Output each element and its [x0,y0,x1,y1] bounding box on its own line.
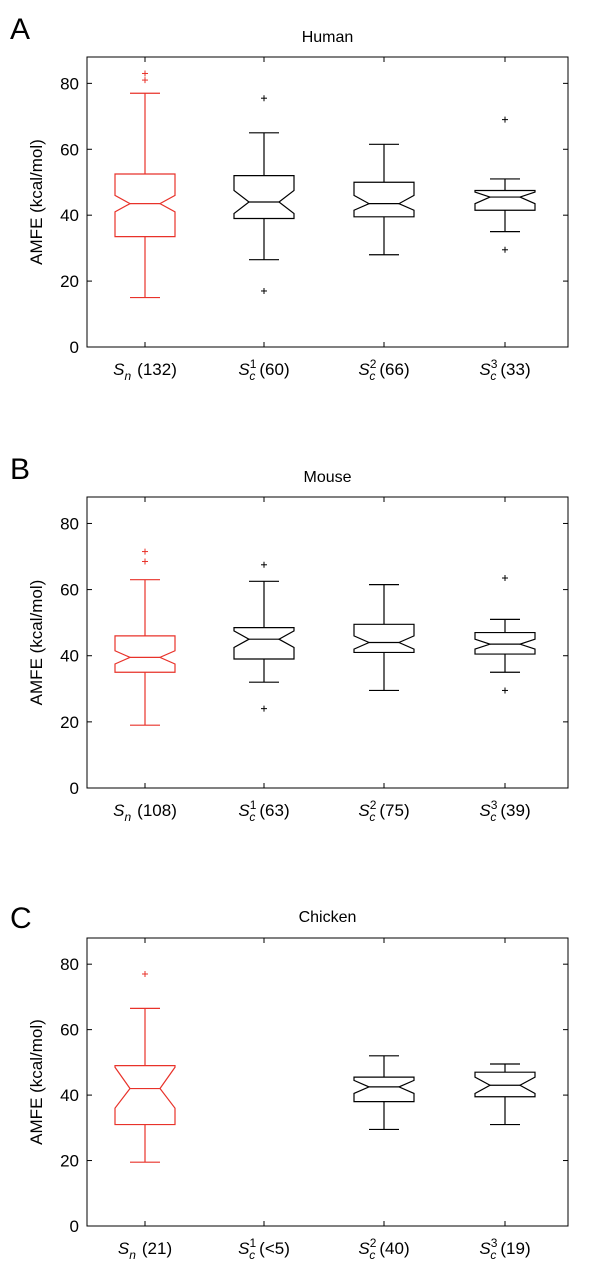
category-label: S2 c (75) [358,798,409,824]
category-subscript: c [249,810,255,824]
category-subscript: c [249,1248,255,1262]
category-superscript: 3 [491,357,498,371]
box [474,631,536,655]
panel-title: Mouse [303,469,351,486]
category-count: (132) [137,360,177,379]
category-symbol: S [358,360,370,379]
panel-letter: C [10,902,32,935]
box [474,1071,536,1098]
category-count: (60) [259,360,289,379]
y-tick-label: 40 [60,1086,79,1105]
y-axis-label: AMFE (kcal/mol) [27,1019,46,1145]
y-tick-label: 80 [60,514,79,533]
y-axis-label: AMFE (kcal/mol) [27,580,46,706]
panel-title: Human [302,29,354,46]
plot-frame [86,56,569,348]
category-superscript: 1 [249,1236,256,1250]
category-label: S3 c (33) [479,357,530,383]
category-superscript: 1 [250,798,257,812]
box [353,623,415,654]
category-count: (<5) [259,1239,290,1258]
category-superscript: 2 [370,357,377,371]
category-superscript: 1 [250,357,257,371]
category-label: S3 c (19) [479,1236,530,1262]
category-count: (19) [500,1239,530,1258]
category-symbol: S [358,801,370,820]
category-symbol: S [479,1239,491,1258]
y-tick-label: 0 [70,779,79,798]
y-axis-label: AMFE (kcal/mol) [27,139,46,265]
y-tick-label: 80 [60,955,79,974]
panel-title: Chicken [299,909,357,926]
plot-frame [86,496,569,789]
category-subscript: c [490,1248,496,1262]
y-tick-label: 80 [60,74,79,93]
category-subscript: c [490,810,496,824]
category-label: S3 c (39) [479,798,530,824]
category-symbol: S [238,360,250,379]
category-superscript: 2 [370,798,377,812]
category-label: Sn (108) [113,801,177,824]
y-tick-label: 60 [60,581,79,600]
y-tick-label: 40 [60,647,79,666]
box [233,175,295,220]
category-label: S1 c (60) [238,357,289,383]
category-count: (66) [379,360,409,379]
category-subscript: c [369,810,375,824]
y-tick-label: 60 [60,1021,79,1040]
y-tick-label: 20 [60,272,79,291]
panel-letter: B [10,453,30,486]
category-count: (21) [142,1239,172,1258]
category-symbol: S [113,360,125,379]
category-label: Sn (21) [118,1239,172,1262]
plot-frame [86,937,569,1227]
category-symbol: S [238,801,250,820]
category-subscript: c [490,369,496,383]
category-label: S1 c (<5) [238,1236,290,1262]
panel-letter: A [10,13,30,46]
category-count: (63) [259,801,289,820]
y-tick-label: 20 [60,1152,79,1171]
box [114,1065,176,1126]
y-tick-label: 40 [60,206,79,225]
category-label: S1 c (63) [238,798,289,824]
category-symbol: S [479,801,491,820]
category-symbol: S [113,801,125,820]
category-subscript: n [124,369,131,383]
category-symbol: S [118,1239,130,1258]
box [233,627,295,660]
category-label: S2 c (40) [358,1236,409,1262]
y-tick-label: 20 [60,713,79,732]
box [114,173,176,238]
category-count: (39) [500,801,530,820]
category-symbol: S [358,1239,370,1258]
category-count: (75) [379,801,409,820]
category-subscript: c [369,1248,375,1262]
box [353,1076,415,1103]
category-label: Sn (132) [113,360,177,383]
category-superscript: 2 [370,1236,377,1250]
box [474,189,536,211]
category-subscript: n [129,1248,136,1262]
category-subscript: n [124,810,131,824]
category-subscript: c [249,369,255,383]
box [353,181,415,218]
category-count: (40) [379,1239,409,1258]
y-tick-label: 60 [60,140,79,159]
category-symbol: S [479,360,491,379]
box [114,635,176,673]
category-superscript: 3 [491,798,498,812]
category-count: (33) [500,360,530,379]
y-tick-label: 0 [70,1217,79,1236]
category-label: S2 c (66) [358,357,409,383]
category-superscript: 3 [491,1236,498,1250]
y-tick-label: 0 [70,338,79,357]
category-subscript: c [369,369,375,383]
category-symbol: S [238,1239,250,1258]
category-count: (108) [137,801,177,820]
